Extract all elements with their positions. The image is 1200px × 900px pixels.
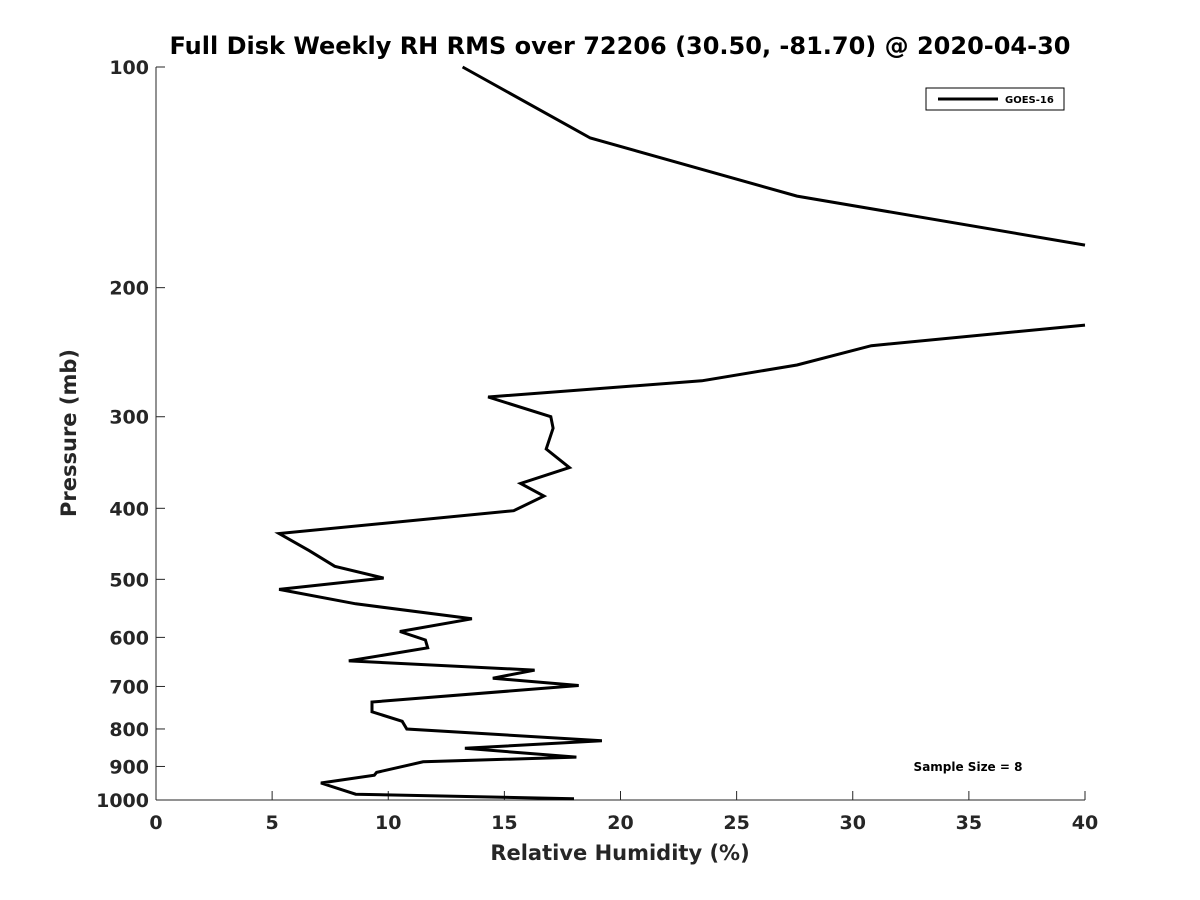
y-tick-label: 500 [109, 569, 149, 591]
sample-size-annotation: Sample Size = 8 [914, 760, 1023, 774]
plot-area [156, 67, 1085, 800]
series-line-goes-16 [461, 65, 1086, 247]
y-tick-label: 300 [109, 407, 149, 429]
series-group [274, 65, 1086, 801]
x-tick-label: 25 [723, 812, 749, 834]
x-tick-label: 40 [1072, 812, 1098, 834]
y-tick-label: 600 [109, 627, 149, 649]
y-tick-label: 900 [109, 756, 149, 778]
axes: 0 5 10 15 20 25 30 35 40 100 200 300 400 500 600 700 800… [96, 57, 1098, 834]
x-tick-label: 0 [149, 812, 162, 834]
x-tick-label: 5 [266, 812, 279, 834]
x-tick-label: 15 [491, 812, 517, 834]
x-tick-label: 10 [375, 812, 401, 834]
legend: GOES-16 [925, 87, 1065, 111]
legend-label: GOES-16 [1005, 95, 1054, 106]
x-tick-label: 30 [840, 812, 866, 834]
y-tick-label: 100 [109, 57, 149, 79]
x-tick-label: 20 [607, 812, 633, 834]
y-tick-label: 800 [109, 719, 149, 741]
y-axis-label: Pressure (mb) [57, 349, 81, 517]
y-tick-label: 700 [109, 676, 149, 698]
y-tick-label: 400 [109, 498, 149, 520]
y-tick-label: 200 [109, 278, 149, 300]
y-tick-label: 1000 [96, 790, 149, 812]
x-tick-label: 35 [956, 812, 982, 834]
x-axis-label: Relative Humidity (%) [490, 841, 749, 865]
series-line-goes-16 [274, 323, 1086, 801]
chart-title: Full Disk Weekly RH RMS over 72206 (30.5… [169, 32, 1070, 60]
